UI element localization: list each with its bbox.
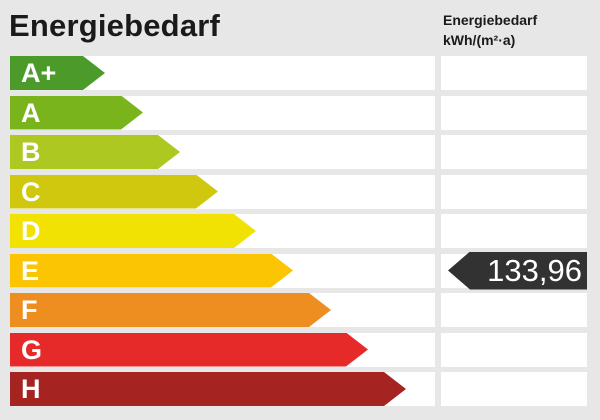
row-cell-right — [441, 332, 587, 367]
row-cell-right — [441, 372, 587, 406]
scale-row-b: B — [0, 135, 600, 169]
scale-row-c: C — [0, 174, 600, 209]
class-label: F — [21, 295, 38, 325]
class-arrow: G — [10, 333, 368, 367]
row-cell-right — [441, 135, 587, 169]
scale-row-d: D — [0, 214, 600, 248]
row-cell-right — [441, 293, 587, 327]
class-arrow: B — [10, 135, 180, 169]
class-label: B — [21, 137, 41, 167]
class-label: C — [21, 176, 41, 207]
unit-label-line2: kWh/(m²·a) — [443, 32, 516, 48]
class-arrow: A — [10, 96, 143, 130]
class-arrow: C — [10, 175, 218, 209]
class-arrow: D — [10, 214, 256, 248]
scale-row-a-plus: A+ — [0, 56, 600, 90]
row-cell-right — [441, 214, 587, 248]
row-cell-right: 133,96 — [441, 251, 587, 290]
class-label: A+ — [21, 58, 57, 88]
page-title: Energiebedarf — [9, 8, 221, 43]
class-arrow: A+ — [10, 56, 105, 90]
unit-label: Energiebedarf kWh/(m²·a) — [443, 10, 537, 50]
value-tag: 133,96 — [448, 251, 587, 290]
row-cell-right — [441, 95, 587, 130]
scale-row-h: H — [0, 372, 600, 406]
class-label: D — [21, 216, 41, 246]
class-arrow: E — [10, 254, 293, 288]
value-text: 133,96 — [487, 252, 582, 288]
class-label: E — [21, 255, 40, 286]
row-cell-right — [441, 174, 587, 209]
class-label: A — [21, 97, 41, 128]
class-label: H — [21, 374, 41, 404]
unit-label-line1: Energiebedarf — [443, 12, 538, 28]
scale-row-f: F — [0, 293, 600, 327]
scale-row-e: 133,96 E — [0, 251, 600, 290]
row-cell-right — [441, 56, 587, 90]
scale-row-g: G — [0, 332, 600, 367]
scale-row-a: A — [0, 95, 600, 130]
class-label: G — [21, 334, 43, 365]
class-arrow: H — [10, 372, 406, 406]
energy-scale: A+ A B C D — [0, 56, 600, 406]
class-arrow: F — [10, 293, 331, 327]
